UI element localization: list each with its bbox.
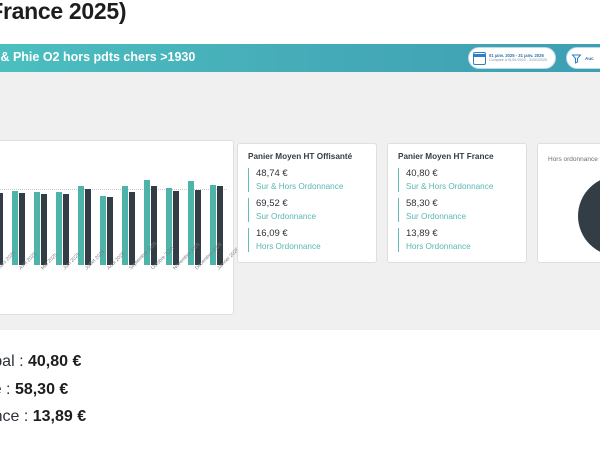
kpi-label: Sur & Hors Ordonnance: [256, 181, 344, 191]
bar-ca-ht[interactable]: [209, 184, 216, 265]
kpi-value: 13,89 €: [406, 228, 438, 239]
bar-ca-ht-n-1[interactable]: [172, 190, 179, 265]
x-axis-tick: Mars 2025: [0, 250, 17, 307]
donut-chart-label: Hors ordonnance: [548, 156, 598, 163]
x-axis-tick: Août 2025: [95, 251, 126, 307]
summary-line-global: T global : 40,80 €: [0, 348, 378, 376]
kpi-label: Hors Ordonnance: [256, 241, 321, 251]
date-range-compare: Comparé à 01/01/2024 - 31/01/2025: [489, 58, 547, 63]
filter-label: Auc: [585, 55, 594, 61]
x-axis-tick: Juin 2025: [51, 252, 82, 307]
bar-group[interactable]: [73, 167, 95, 265]
calendar-icon: [473, 51, 486, 65]
summary-line-hors-ordonnance: onnance : 13,89 €: [0, 403, 378, 431]
kpi-card-france[interactable]: Panier Moyen HT France 40,80 € Sur & Hor…: [387, 143, 527, 263]
kpi-label: Sur Ordonnance: [406, 211, 467, 221]
x-axis-tick: Juillet 2025: [73, 249, 106, 307]
bar-ca-ht-n-1[interactable]: [40, 194, 47, 265]
bar-ca-ht[interactable]: [143, 179, 150, 265]
bar-ca-ht-n-1[interactable]: [84, 188, 91, 265]
bar-ca-ht[interactable]: [77, 185, 84, 265]
bar-group[interactable]: [51, 167, 73, 265]
bar-group[interactable]: [0, 167, 7, 265]
kpi-value: 58,30 €: [406, 198, 438, 209]
kpi-row: 16,09 € Hors Ordonnance: [248, 228, 370, 252]
bar-ca-ht-n-1[interactable]: [216, 185, 223, 265]
bar-ca-ht-n-1[interactable]: [62, 194, 69, 265]
summary-value: 40,80 €: [27, 353, 82, 370]
bar-ca-ht[interactable]: [55, 191, 62, 265]
donut-chart-card[interactable]: Hors ordonnance: [537, 143, 600, 263]
bar-ca-ht[interactable]: [33, 191, 40, 265]
bar-group[interactable]: [161, 167, 183, 265]
bar-group[interactable]: [205, 167, 227, 265]
bar-ca-ht-n-1[interactable]: [128, 191, 135, 265]
bar-ca-ht[interactable]: [187, 180, 194, 265]
band-title: France & Phie O2 hors pdts chers >1930: [0, 50, 196, 64]
funnel-icon: [571, 53, 582, 64]
chart-gridline: [0, 189, 227, 190]
x-axis-tick: Octobre 2025: [139, 246, 176, 307]
date-range-picker[interactable]: 01 janv. 2025 - 31 janv. 2026 Comparé à …: [468, 47, 556, 69]
kpi-value: 40,80 €: [406, 168, 438, 179]
bar-ca-ht-n-1[interactable]: [0, 193, 3, 265]
x-axis-tick: Janvier 2026: [205, 247, 240, 307]
bar-group[interactable]: [7, 167, 29, 265]
bar-group-container: [0, 167, 227, 265]
summary-label: T global :: [0, 353, 24, 370]
bar-ca-ht[interactable]: [121, 185, 128, 265]
kpi-row: 40,80 € Sur & Hors Ordonnance: [398, 168, 520, 192]
page-title: T (France 2025): [0, 0, 127, 24]
kpi-row: 58,30 € Sur Ordonnance: [398, 198, 520, 222]
summary-label: nance :: [0, 380, 11, 398]
x-axis-tick: Mai 2025: [29, 252, 59, 307]
bar-ca-ht-n-1[interactable]: [18, 193, 25, 265]
summary-line-ordonnance: nance : 58,30 €: [0, 376, 378, 404]
donut-chart: [578, 176, 600, 256]
kpi-label: Hors Ordonnance: [406, 241, 471, 251]
date-range-primary: 01 janv. 2025 - 31 janv. 2026: [489, 53, 544, 58]
kpi-value: 69,52 €: [256, 198, 288, 209]
kpi-card-title: Panier Moyen HT Offisanté: [248, 152, 353, 161]
kpi-row: 69,52 € Sur Ordonnance: [248, 198, 370, 222]
kpi-value: 16,09 €: [256, 228, 288, 239]
bar-ca-ht[interactable]: [11, 190, 18, 265]
filter-button[interactable]: Auc: [566, 47, 600, 69]
kpi-card-offisante[interactable]: Panier Moyen HT Offisanté 48,74 € Sur & …: [237, 143, 377, 263]
bar-ca-ht-n-1[interactable]: [194, 189, 201, 265]
kpi-label: Sur & Hors Ordonnance: [406, 181, 494, 191]
x-axis-tick: Décembre 2025: [183, 242, 223, 307]
x-axis-tick: Avril 2025: [7, 251, 38, 307]
summary-value: 58,30 €: [14, 380, 69, 398]
bar-ca-ht[interactable]: [165, 187, 172, 265]
summary-value: 13,89 €: [32, 408, 87, 426]
bar-group[interactable]: [29, 167, 51, 265]
x-axis-tick: Septembre 2025: [117, 241, 158, 307]
kpi-row: 48,74 € Sur & Hors Ordonnance: [248, 168, 370, 192]
kpi-value: 48,74 €: [256, 168, 288, 179]
bar-ca-ht[interactable]: [99, 196, 106, 265]
kpi-row: 13,89 € Hors Ordonnance: [398, 228, 520, 252]
summary-block: T global : 40,80 € nance : 58,30 € onnan…: [0, 348, 378, 431]
bar-ca-ht-n-1[interactable]: [106, 197, 113, 265]
section-label: moyen: [0, 82, 264, 96]
bar-group[interactable]: [139, 167, 161, 265]
bar-group[interactable]: [183, 167, 205, 265]
date-range-text: 01 janv. 2025 - 31 janv. 2026 Comparé à …: [489, 54, 547, 63]
summary-label: onnance :: [0, 408, 29, 426]
kpi-label: Sur Ordonnance: [256, 211, 317, 221]
bar-group[interactable]: [117, 167, 139, 265]
kpi-card-title: Panier Moyen HT France: [398, 152, 494, 161]
bar-chart-plot: [0, 167, 227, 265]
bar-group[interactable]: [95, 167, 117, 265]
x-axis-tick: Novembre 2025: [161, 242, 201, 307]
bar-ca-ht-n-1[interactable]: [150, 185, 157, 265]
